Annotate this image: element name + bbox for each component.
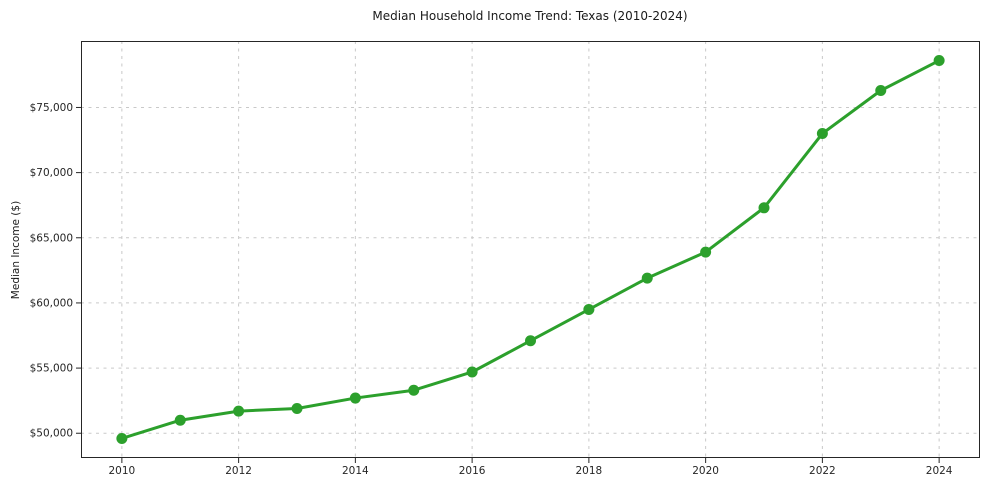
y-tick-label: $55,000 bbox=[30, 363, 73, 375]
data-point-2024 bbox=[933, 55, 945, 67]
data-point-2021 bbox=[758, 202, 770, 214]
data-point-2011 bbox=[174, 414, 186, 426]
data-point-2016 bbox=[466, 366, 478, 378]
x-tick-label: 2012 bbox=[225, 465, 252, 477]
y-tick-label: $50,000 bbox=[30, 428, 73, 440]
x-tick-label: 2022 bbox=[809, 465, 836, 477]
data-point-2010 bbox=[116, 432, 128, 444]
x-tick-label: 2020 bbox=[692, 465, 719, 477]
data-point-2017 bbox=[525, 335, 536, 347]
data-point-2022 bbox=[816, 128, 828, 140]
x-tick-label: 2018 bbox=[576, 465, 603, 477]
y-tick-label: $75,000 bbox=[30, 102, 73, 114]
chart-title: Median Household Income Trend: Texas (20… bbox=[372, 9, 688, 23]
x-tick-label: 2010 bbox=[108, 465, 135, 477]
x-tick-label: 2014 bbox=[342, 465, 369, 477]
data-point-2019 bbox=[641, 272, 653, 284]
trend-line bbox=[120, 59, 941, 440]
data-point-2018 bbox=[583, 303, 595, 315]
data-point-2023 bbox=[875, 85, 887, 97]
data-point-2014 bbox=[349, 392, 361, 404]
axes-spines bbox=[81, 41, 980, 458]
y-tick-label: $60,000 bbox=[30, 297, 73, 309]
data-point-2012 bbox=[233, 405, 245, 417]
data-point-2013 bbox=[291, 402, 303, 414]
data-point-2020 bbox=[700, 246, 712, 258]
y-tick-label: $70,000 bbox=[30, 167, 73, 179]
x-tick-label: 2016 bbox=[459, 465, 486, 477]
data-point-2015 bbox=[408, 384, 420, 396]
y-tick-label: $65,000 bbox=[30, 232, 73, 244]
x-tick-label: 2024 bbox=[926, 465, 953, 477]
